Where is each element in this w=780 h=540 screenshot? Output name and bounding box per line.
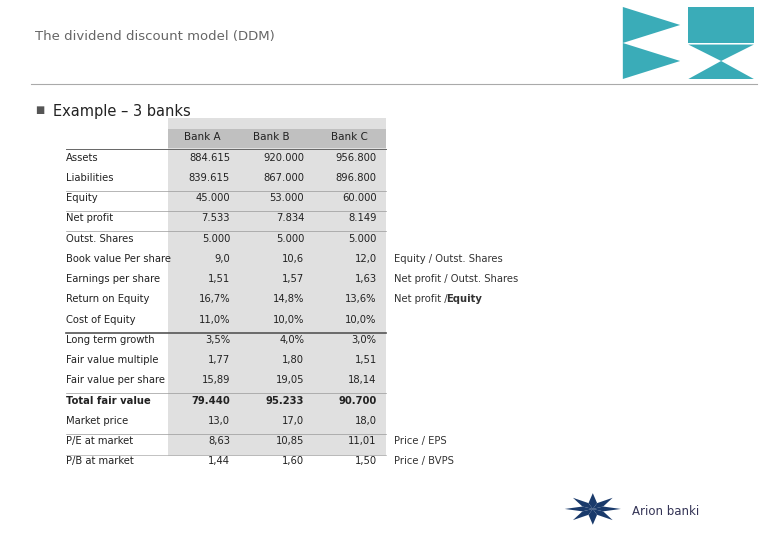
Text: 839.615: 839.615 (189, 173, 230, 183)
Bar (689, 7, 753, 43)
Text: Price / EPS: Price / EPS (394, 436, 446, 446)
Text: Book value Per share: Book value Per share (66, 254, 172, 264)
Text: Net profit /: Net profit / (394, 294, 451, 305)
Polygon shape (565, 507, 593, 511)
Text: Outst. Shares: Outst. Shares (66, 233, 134, 244)
Polygon shape (593, 507, 621, 511)
Text: 1,57: 1,57 (282, 274, 304, 284)
Text: Total fair value: Total fair value (66, 395, 151, 406)
Text: Net profit / Outst. Shares: Net profit / Outst. Shares (394, 274, 518, 284)
Text: 13,6%: 13,6% (346, 294, 377, 305)
Text: Cost of Equity: Cost of Equity (66, 314, 136, 325)
Text: Fair value per share: Fair value per share (66, 375, 165, 386)
Text: Equity: Equity (66, 193, 98, 203)
Text: 79.440: 79.440 (191, 395, 230, 406)
Text: 16,7%: 16,7% (198, 294, 230, 305)
Polygon shape (689, 44, 753, 61)
Text: Earnings per share: Earnings per share (66, 274, 161, 284)
Text: Fair value multiple: Fair value multiple (66, 355, 159, 365)
Text: 1,50: 1,50 (355, 456, 377, 467)
Text: Example – 3 banks: Example – 3 banks (53, 104, 191, 119)
Polygon shape (588, 493, 597, 509)
Text: 3,5%: 3,5% (205, 335, 230, 345)
Text: Arion banki: Arion banki (632, 505, 699, 518)
Text: Bank C: Bank C (331, 132, 367, 143)
Text: 11,01: 11,01 (348, 436, 377, 446)
Text: 45.000: 45.000 (196, 193, 230, 203)
Text: 956.800: 956.800 (335, 152, 377, 163)
Text: 1,63: 1,63 (355, 274, 377, 284)
Text: The dividend discount model (DDM): The dividend discount model (DDM) (35, 30, 275, 43)
Text: Price / BVPS: Price / BVPS (394, 456, 454, 467)
Text: 90.700: 90.700 (339, 395, 377, 406)
Polygon shape (623, 43, 680, 79)
Text: 60.000: 60.000 (342, 193, 377, 203)
Text: 17,0: 17,0 (282, 416, 304, 426)
Text: 920.000: 920.000 (263, 152, 304, 163)
Text: Equity / Outst. Shares: Equity / Outst. Shares (394, 254, 502, 264)
Text: 53.000: 53.000 (270, 193, 304, 203)
Text: 15,89: 15,89 (201, 375, 230, 386)
Text: 7.834: 7.834 (276, 213, 304, 224)
Text: Assets: Assets (66, 152, 99, 163)
Text: Equity: Equity (446, 294, 482, 305)
Text: P/E at market: P/E at market (66, 436, 133, 446)
Text: 1,51: 1,51 (207, 274, 230, 284)
Text: 10,85: 10,85 (276, 436, 304, 446)
Text: ■: ■ (35, 105, 44, 116)
Text: Long term growth: Long term growth (66, 335, 155, 345)
Text: 5.000: 5.000 (276, 233, 304, 244)
Text: 884.615: 884.615 (189, 152, 230, 163)
Polygon shape (573, 498, 593, 509)
Text: 3,0%: 3,0% (352, 335, 377, 345)
Text: Liabilities: Liabilities (66, 173, 114, 183)
Text: Bank A: Bank A (185, 132, 221, 143)
Text: 19,05: 19,05 (275, 375, 304, 386)
Text: 18,14: 18,14 (349, 375, 377, 386)
Polygon shape (573, 509, 593, 520)
Text: Bank B: Bank B (253, 132, 289, 143)
Text: 12,0: 12,0 (355, 254, 377, 264)
Text: 7.533: 7.533 (201, 213, 230, 224)
Polygon shape (689, 61, 753, 79)
Text: 8,63: 8,63 (208, 436, 230, 446)
Text: 1,60: 1,60 (282, 456, 304, 467)
Text: 10,0%: 10,0% (346, 314, 377, 325)
Text: 5.000: 5.000 (349, 233, 377, 244)
Text: 95.233: 95.233 (266, 395, 304, 406)
Text: 1,80: 1,80 (282, 355, 304, 365)
Text: 10,0%: 10,0% (273, 314, 304, 325)
Text: 1,44: 1,44 (208, 456, 230, 467)
Text: 1,51: 1,51 (354, 355, 377, 365)
Text: 5.000: 5.000 (202, 233, 230, 244)
Text: 9,0: 9,0 (215, 254, 230, 264)
Text: 896.800: 896.800 (335, 173, 377, 183)
Polygon shape (593, 498, 612, 509)
Text: 13,0: 13,0 (208, 416, 230, 426)
Text: 18,0: 18,0 (355, 416, 377, 426)
Polygon shape (588, 509, 597, 525)
Text: 1,77: 1,77 (207, 355, 230, 365)
Polygon shape (593, 509, 612, 520)
Text: 867.000: 867.000 (263, 173, 304, 183)
Text: P/B at market: P/B at market (66, 456, 134, 467)
Polygon shape (623, 7, 680, 43)
Text: 8.149: 8.149 (348, 213, 377, 224)
Text: Net profit: Net profit (66, 213, 113, 224)
Text: 14,8%: 14,8% (273, 294, 304, 305)
Text: Return on Equity: Return on Equity (66, 294, 150, 305)
Text: 4,0%: 4,0% (279, 335, 304, 345)
Text: 10,6: 10,6 (282, 254, 304, 264)
Text: 11,0%: 11,0% (199, 314, 230, 325)
Text: Market price: Market price (66, 416, 129, 426)
